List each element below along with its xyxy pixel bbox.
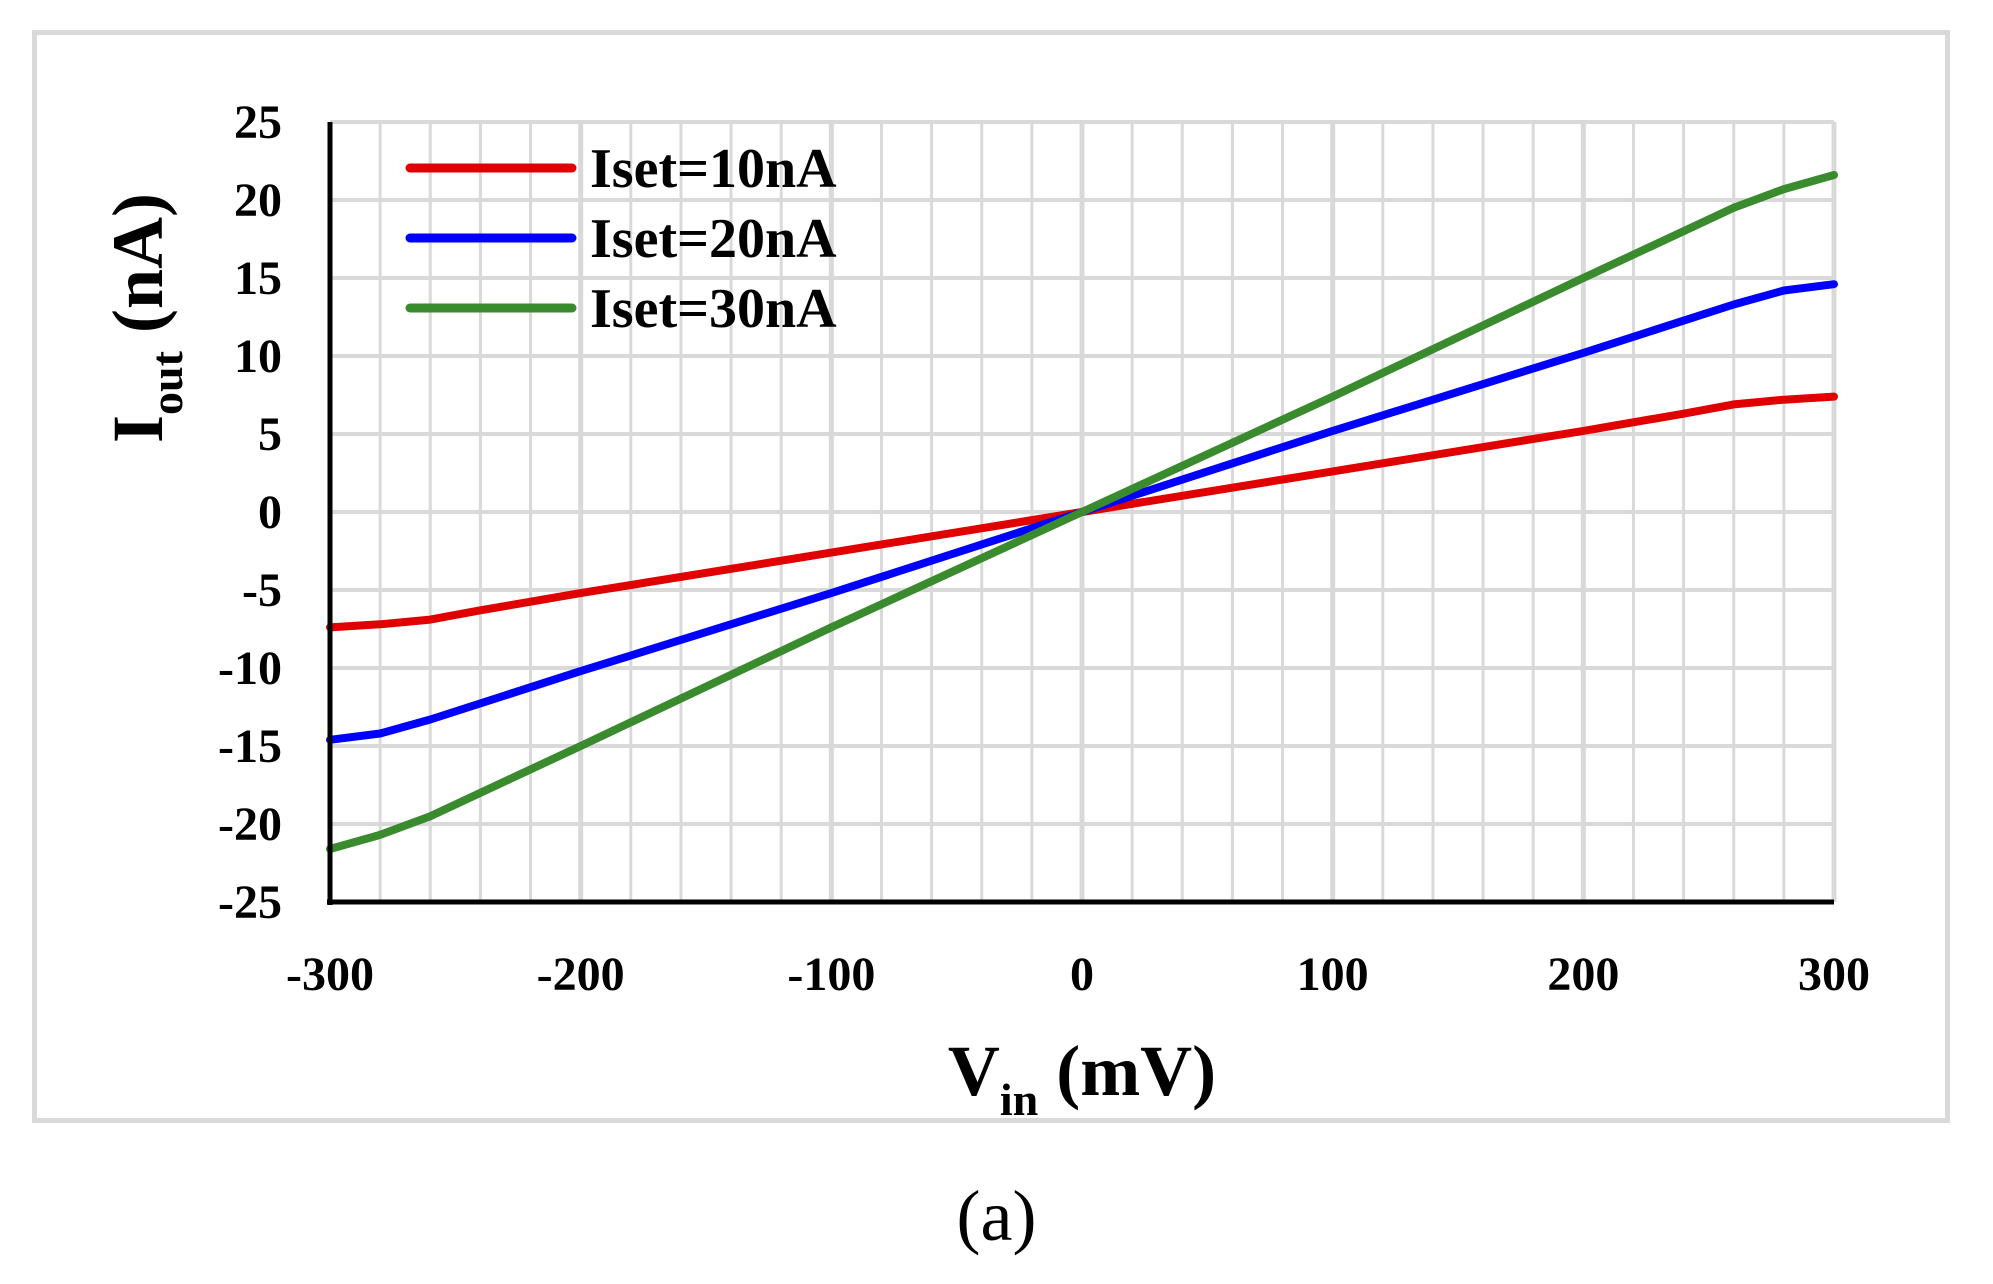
y-axis-title: Iout (nA) (98, 193, 192, 443)
y-axis-title-sub: out (141, 350, 192, 415)
y-axis-title-main: I (98, 415, 178, 443)
y-axis-title-unit: (nA) (98, 193, 178, 333)
y-tick-label: -20 (218, 798, 282, 851)
y-tick-label: 0 (258, 486, 282, 539)
x-tick-label: 200 (1547, 948, 1619, 1001)
y-tick-label: 25 (234, 96, 282, 149)
legend-label-1: Iset=10nA (590, 138, 837, 200)
x-axis-title-main: V (948, 1031, 1000, 1111)
x-tick-label: -200 (537, 948, 625, 1001)
y-tick-label: 10 (234, 330, 282, 383)
series-line-3 (326, 171, 1838, 853)
x-tick-label: -100 (787, 948, 875, 1001)
x-axis-title-unit: (mV) (1056, 1031, 1216, 1111)
tick-labels: -300 -200 -100 0 100 200 300 -25 -20 -15 -10 -5 0 5 10… (218, 96, 1870, 1001)
x-axis-title: Vin (mV) (948, 1031, 1216, 1125)
y-tick-label: 15 (234, 252, 282, 305)
chart-frame (32, 30, 1950, 1123)
legend-label-2: Iset=20nA (590, 208, 837, 270)
x-tick-label: 100 (1297, 948, 1369, 1001)
legend: Iset=10nA Iset=20nA Iset=30nA (405, 138, 837, 340)
x-tick-label: 300 (1798, 948, 1870, 1001)
x-tick-label: -300 (286, 948, 374, 1001)
axes (327, 122, 1834, 905)
x-axis-title-sub: in (1000, 1074, 1038, 1125)
y-tick-label: -25 (218, 876, 282, 929)
y-tick-label: -15 (218, 720, 282, 773)
y-tick-label: 20 (234, 174, 282, 227)
y-tick-label: 5 (258, 408, 282, 461)
y-tick-label: -5 (242, 564, 282, 617)
figure-caption: (a) (956, 1176, 1037, 1256)
series-lines (326, 171, 1838, 853)
x-tick-label: 0 (1070, 948, 1094, 1001)
legend-label-3: Iset=30nA (590, 278, 837, 340)
y-tick-label: -10 (218, 642, 282, 695)
